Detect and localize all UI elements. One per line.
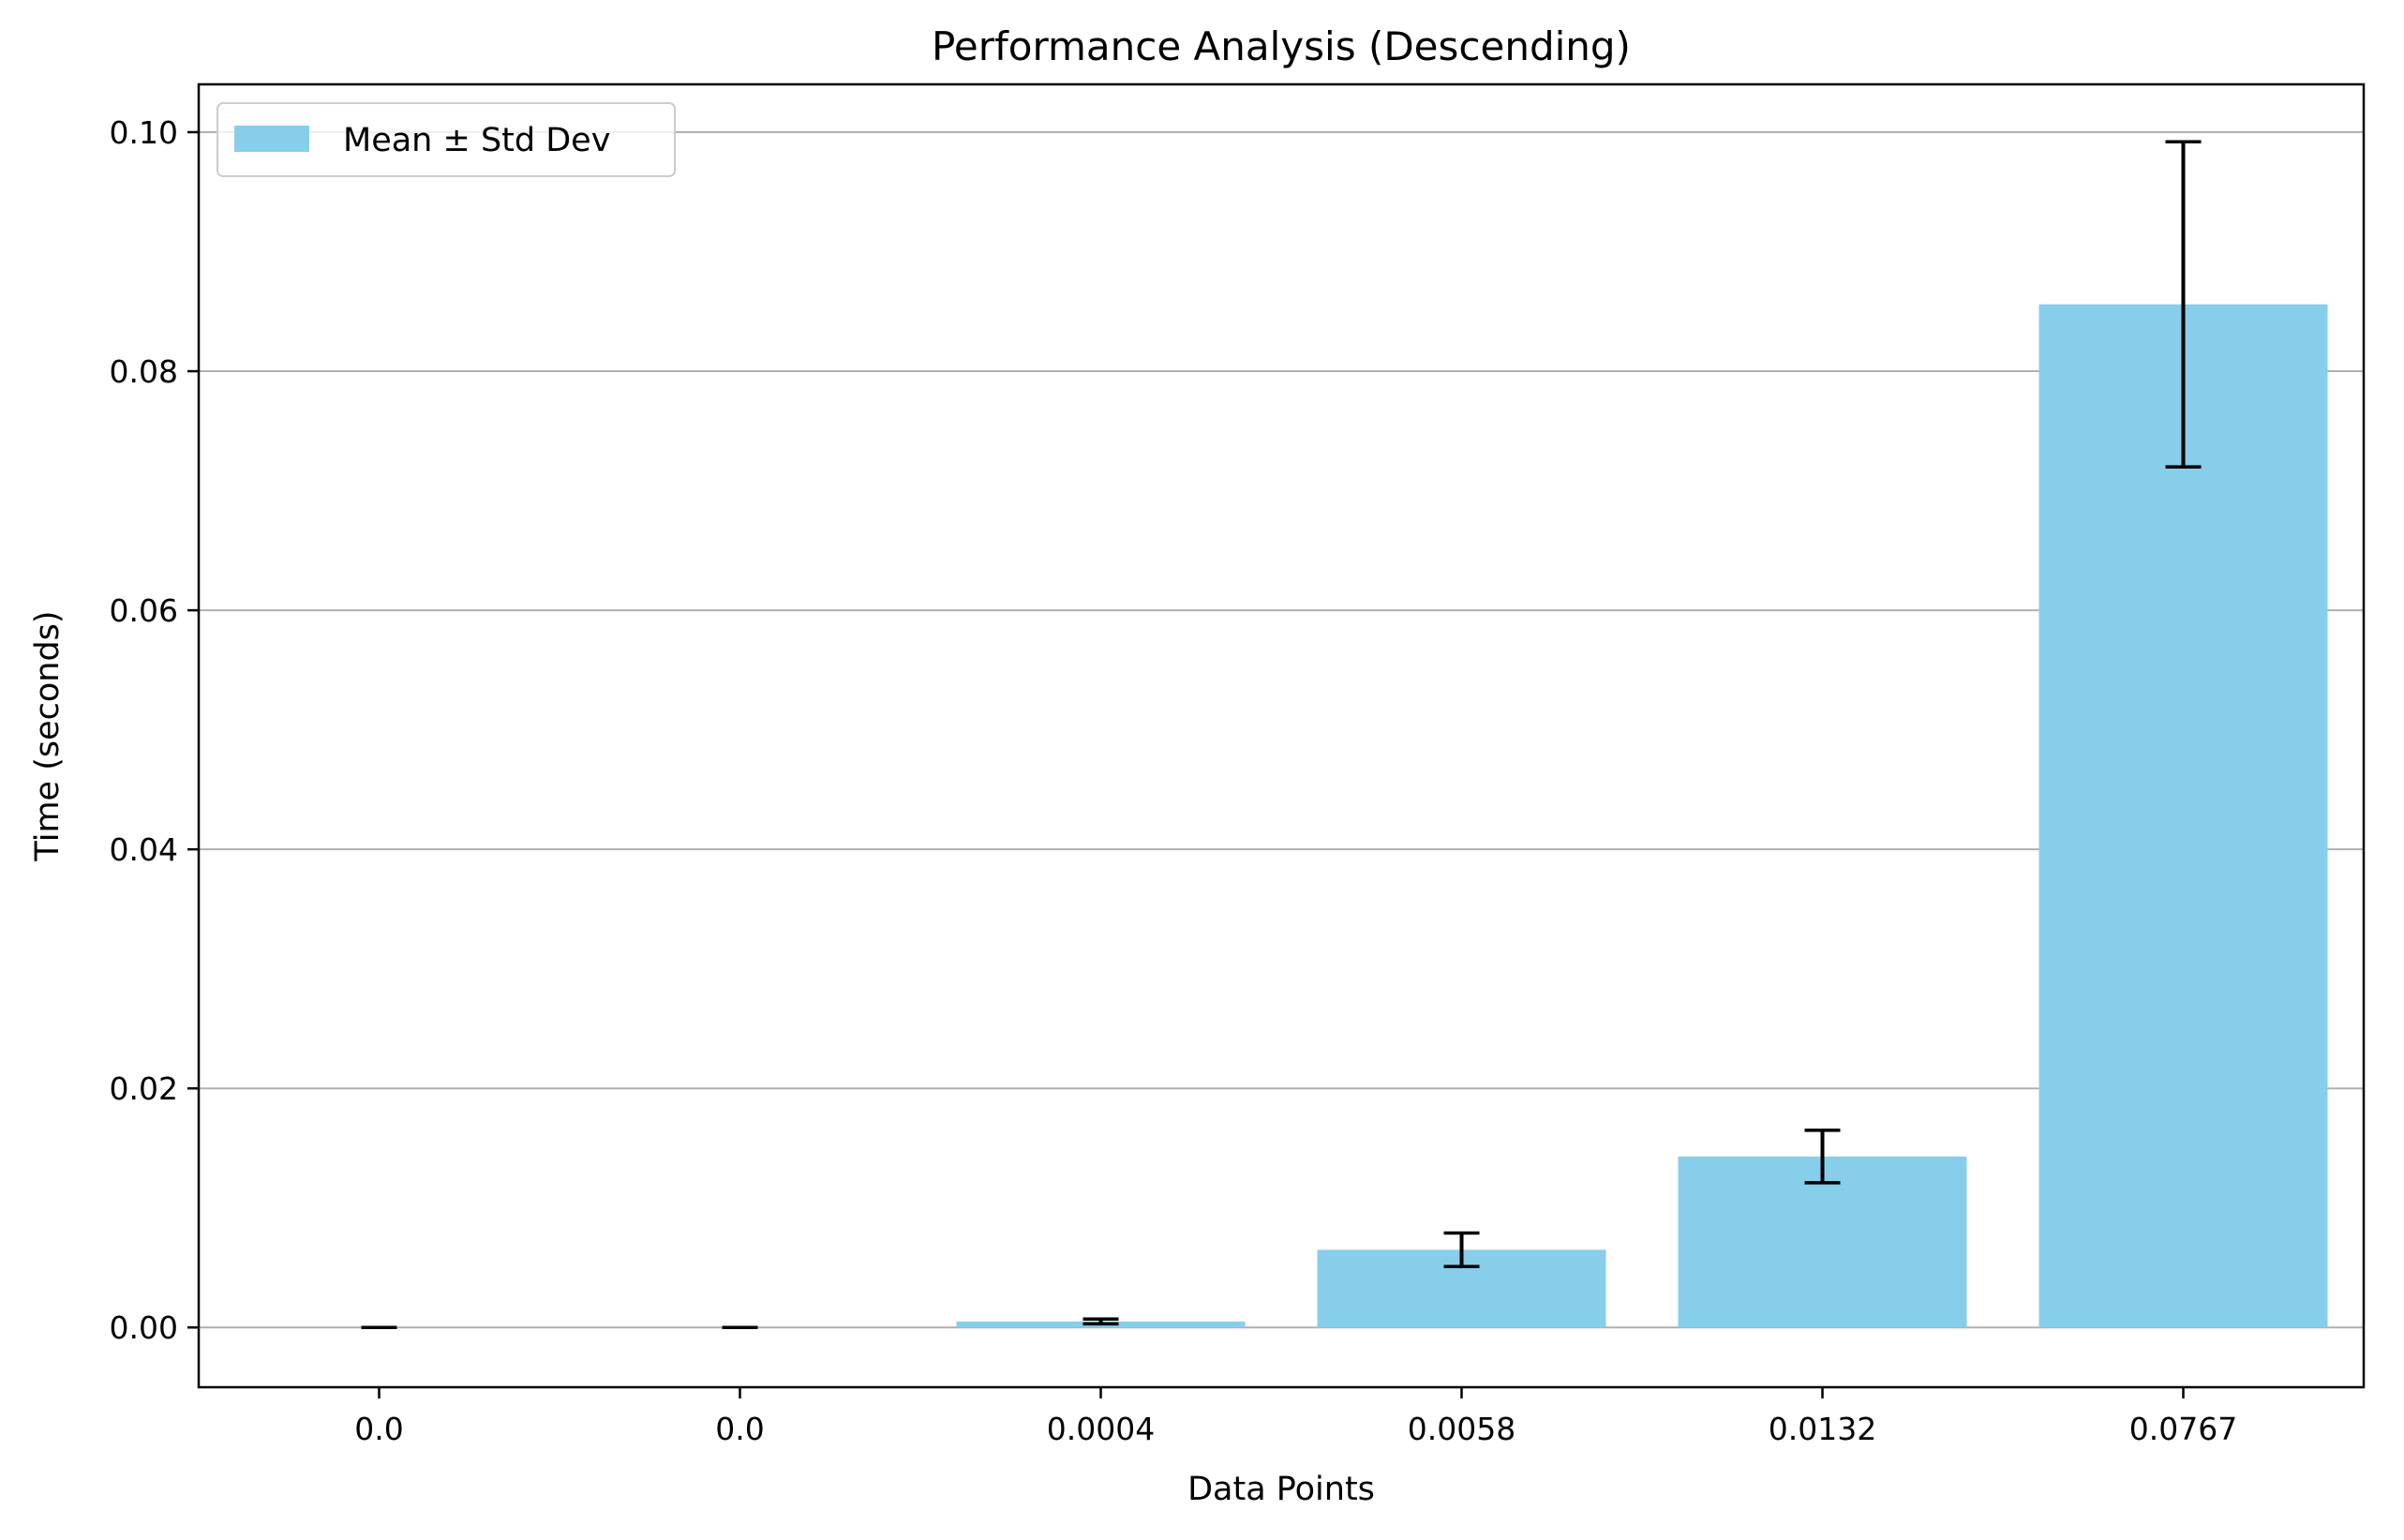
y-tick-label: 0.08 [110,353,178,390]
x-tick-label: 0.0 [715,1411,764,1447]
legend: Mean ± Std Dev [217,103,675,176]
chart-title: Performance Analysis (Descending) [932,23,1631,69]
x-tick-label: 0.0767 [2129,1411,2237,1447]
x-tick-label: 0.0 [354,1411,403,1447]
x-tick-label: 0.0058 [1408,1411,1516,1447]
y-tick-label: 0.00 [110,1309,178,1346]
x-tick-label: 0.0132 [1769,1411,1876,1447]
legend-label: Mean ± Std Dev [343,122,610,159]
y-axis-label: Time (seconds) [29,610,67,861]
y-tick-label: 0.02 [110,1070,178,1107]
y-tick-label: 0.06 [110,592,178,629]
y-tick-label: 0.04 [110,831,178,868]
x-axis-label: Data Points [1187,1471,1375,1508]
x-tick-label: 0.0004 [1047,1411,1155,1447]
legend-swatch [234,126,309,152]
y-tick-label: 0.10 [110,114,178,151]
